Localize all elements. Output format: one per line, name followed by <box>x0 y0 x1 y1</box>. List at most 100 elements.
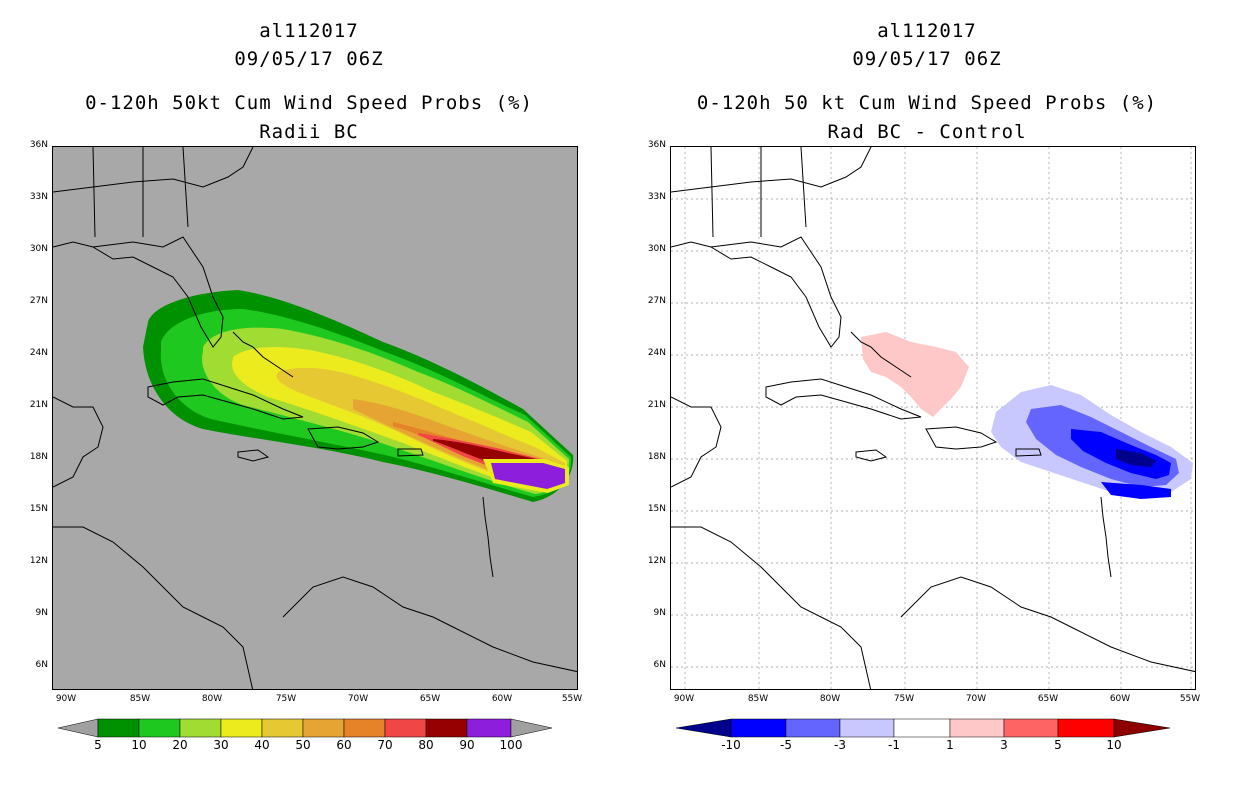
lat-label: 6N <box>653 660 666 670</box>
colorbar-left-low-arrow <box>57 718 99 738</box>
colorbar-right-low-arrow <box>675 718 732 738</box>
puerto-rico <box>1015 448 1042 457</box>
lon-label: 65W <box>419 694 441 704</box>
puerto-rico <box>397 448 424 457</box>
lon-label: 90W <box>55 694 77 704</box>
colorbar-left-label: 100 <box>499 738 523 752</box>
lat-label: 27N <box>29 296 48 306</box>
colorbar-right-box-1 <box>785 718 841 738</box>
lat-label: 18N <box>29 452 48 462</box>
colorbar-right-box-6 <box>1057 718 1115 738</box>
probability-map <box>52 146 578 690</box>
colorbar-left-label: 90 <box>459 738 475 752</box>
product-subtitle: Rad BC - Control <box>827 121 1027 143</box>
map-canvas <box>671 147 1195 689</box>
colorbar-right-box-2 <box>839 718 895 738</box>
lat-label: 30N <box>29 244 48 254</box>
product-subtitle: Radii BC <box>259 121 359 143</box>
colorbar-right-box-3 <box>893 718 951 738</box>
storm-id: al112017 <box>259 20 359 42</box>
lat-label: 9N <box>35 608 48 618</box>
colorbar-left-label: 10 <box>131 738 147 752</box>
central-america <box>53 526 254 689</box>
lat-label: 6N <box>35 660 48 670</box>
lat-label: 12N <box>647 556 666 566</box>
lon-label: 70W <box>965 694 987 704</box>
yucatan-central-america <box>671 396 722 488</box>
lat-label: 9N <box>653 608 666 618</box>
colorbar-right <box>675 718 1171 738</box>
diff-positive-1to3 <box>861 332 969 417</box>
lat-label: 33N <box>647 192 666 202</box>
central-america <box>671 526 872 689</box>
south-america <box>900 576 1195 673</box>
lon-label: 55W <box>561 694 583 704</box>
colorbar-left-label: 30 <box>213 738 229 752</box>
hispaniola <box>925 426 998 450</box>
us-east-coast <box>671 147 872 193</box>
lon-label: 90W <box>673 694 695 704</box>
colorbar-right-label: -10 <box>721 738 741 752</box>
lat-label: 30N <box>647 244 666 254</box>
lon-label: 85W <box>747 694 769 704</box>
lat-label: 27N <box>647 296 666 306</box>
colorbar-left <box>57 718 553 738</box>
coastlines <box>671 147 1195 689</box>
lat-label: 21N <box>29 400 48 410</box>
colorbar-left-label: 60 <box>336 738 352 752</box>
colorbar-right-label: 1 <box>946 738 954 752</box>
difference-map <box>670 146 1196 690</box>
cuba <box>765 378 922 420</box>
colorbar-right-high-arrow <box>1113 718 1171 738</box>
lat-label: 18N <box>647 452 666 462</box>
us-state-lines <box>710 147 807 238</box>
lat-label: 33N <box>29 192 48 202</box>
yucatan-central-america <box>53 396 104 488</box>
colorbar-right-label: -5 <box>780 738 792 752</box>
product-title: 0-120h 50kt Cum Wind Speed Probs (%) <box>85 92 533 114</box>
florida <box>92 236 224 348</box>
lat-label: 15N <box>647 504 666 514</box>
hispaniola <box>307 426 380 450</box>
diff-negative-over10 <box>1116 449 1156 467</box>
colorbar-left-box-6 <box>343 718 386 738</box>
lon-label: 60W <box>491 694 513 704</box>
gulf-coast <box>671 241 712 248</box>
lat-label: 15N <box>29 504 48 514</box>
left-panel: al112017 09/05/17 06Z 0-120h 50kt Cum Wi… <box>29 20 583 752</box>
lon-label: 85W <box>129 694 151 704</box>
lat-label: 24N <box>29 348 48 358</box>
colorbar-right-label: 10 <box>1106 738 1122 752</box>
colorbar-left-label: 20 <box>172 738 188 752</box>
lon-label: 80W <box>201 694 223 704</box>
colorbar-right-label: -3 <box>834 738 846 752</box>
colorbar-left-label: 40 <box>254 738 270 752</box>
jamaica <box>237 449 270 462</box>
lon-label: 80W <box>819 694 841 704</box>
diff-negative-south-band <box>1101 482 1171 499</box>
us-east-coast <box>53 147 254 193</box>
colorbar-left-box-8 <box>425 718 468 738</box>
colorbar-right-box-4 <box>949 718 1005 738</box>
lon-label: 55W <box>1179 694 1201 704</box>
south-america <box>282 576 577 673</box>
storm-id: al112017 <box>877 20 977 42</box>
lesser-antilles <box>482 496 494 578</box>
map-canvas <box>53 147 577 689</box>
colorbar-left-box-9 <box>466 718 512 738</box>
colorbar-right-label: 5 <box>1054 738 1062 752</box>
gulf-coast <box>53 241 94 248</box>
colorbar-left-box-4 <box>261 718 304 738</box>
colorbar-right-box-5 <box>1003 718 1059 738</box>
lon-label: 75W <box>275 694 297 704</box>
lat-label: 21N <box>647 400 666 410</box>
colorbar-right-box-0 <box>730 718 787 738</box>
colorbar-left-box-2 <box>179 718 222 738</box>
colorbar-left-label: 70 <box>377 738 393 752</box>
colorbar-left-box-3 <box>220 718 263 738</box>
right-panel: al112017 09/05/17 06Z 0-120h 50 kt Cum W… <box>618 0 1236 800</box>
colorbar-left-box-0 <box>97 718 140 738</box>
map-background <box>671 147 1195 689</box>
jamaica <box>855 449 888 462</box>
colorbar-right-label: 3 <box>1000 738 1008 752</box>
